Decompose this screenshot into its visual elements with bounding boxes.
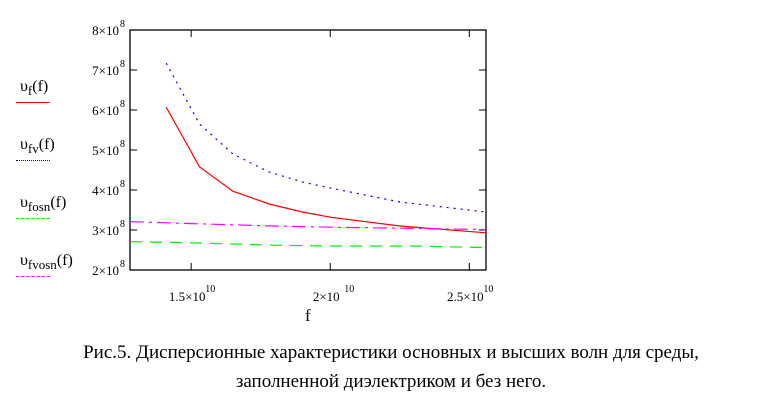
y-tick-exponent: 8 xyxy=(120,19,125,30)
legend-label: υfv(f) xyxy=(20,136,55,157)
y-tick-exponent: 8 xyxy=(120,259,125,270)
y-tick-label: 7×10 xyxy=(92,63,119,78)
legend-item-fv: υfv(f) xyxy=(6,136,96,194)
series-line-fosn xyxy=(129,241,487,249)
legend-swatch xyxy=(16,160,50,161)
legend-swatch xyxy=(16,102,50,103)
y-tick-exponent: 8 xyxy=(120,179,125,190)
x-tick-label: 2.5×10 xyxy=(447,289,484,304)
y-tick-label: 6×10 xyxy=(92,103,119,118)
x-tick-exponent: 10 xyxy=(205,284,215,295)
series-line-fv xyxy=(165,62,487,213)
caption-line-2: заполненной диэлектриком и без него. xyxy=(235,371,547,392)
y-tick-exponent: 8 xyxy=(120,59,125,70)
legend-label: υfvosn(f) xyxy=(20,252,73,273)
x-axis-label: f xyxy=(305,306,311,325)
legend-item-fvosn: υfvosn(f) xyxy=(6,252,96,310)
y-tick-label: 4×10 xyxy=(92,183,119,198)
series-line-fvosn xyxy=(129,221,487,231)
x-tick-exponent: 10 xyxy=(344,284,354,295)
legend-swatch xyxy=(16,218,50,219)
legend-swatch xyxy=(16,276,50,277)
series-line-f xyxy=(165,106,487,234)
y-tick-exponent: 8 xyxy=(120,99,125,110)
figure-caption: Рис.5. Дисперсионные характеристики осно… xyxy=(0,338,782,396)
legend-item-f: υf(f) xyxy=(6,78,96,136)
y-tick-exponent: 8 xyxy=(120,219,125,230)
legend-item-fosn: υfosn(f) xyxy=(6,194,96,252)
x-tick-label: 1.5×10 xyxy=(169,289,206,304)
legend-label: υfosn(f) xyxy=(20,194,67,215)
x-tick-label: 2×10 xyxy=(313,289,340,304)
y-tick-exponent: 8 xyxy=(120,139,125,150)
plot: 2×10 83×10 84×10 85×10 86×10 87×10 88×10 81.5×1… xyxy=(92,19,493,304)
y-tick-label: 2×10 xyxy=(92,263,119,278)
y-tick-label: 3×10 xyxy=(92,223,119,238)
y-tick-label: 8×10 xyxy=(92,23,119,38)
legend: υf(f) υfv(f) υfosn(f) υfvosn(f) xyxy=(6,78,96,310)
y-tick-label: 5×10 xyxy=(92,143,119,158)
x-tick-exponent: 10 xyxy=(483,284,493,295)
caption-line-1: Рис.5. Дисперсионные характеристики осно… xyxy=(83,342,699,363)
legend-label: υf(f) xyxy=(20,78,49,99)
plot-frame xyxy=(129,29,487,271)
